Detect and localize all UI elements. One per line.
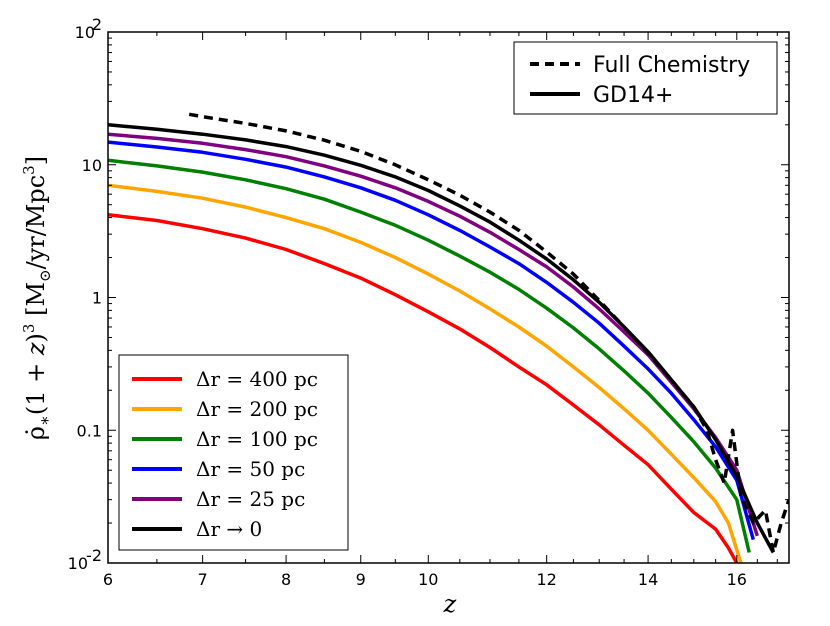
legend-top-frame xyxy=(513,41,778,115)
legend-top-label-full-chemistry: Full Chemistry xyxy=(593,53,750,78)
series-line-r-200-pc xyxy=(108,183,743,563)
y-tick-label-1: 1 xyxy=(92,289,102,308)
series-line-r-100-pc xyxy=(108,158,751,553)
plot-frame xyxy=(107,31,790,564)
series-line-r-400-pc xyxy=(108,213,739,563)
legend-bottom: Δr = 400 pc Δr = 200 pc Δr = 100 pc Δr =… xyxy=(118,354,349,551)
x-tick-label-16: 16 xyxy=(727,570,747,589)
legend-bottom-label-0: Δr → 0 xyxy=(196,517,262,541)
legend-top: Full Chemistry GD14+ xyxy=(513,41,778,115)
legend-bottom-frame xyxy=(118,354,349,551)
legend-bottom-label-400pc: Δr = 400 pc xyxy=(196,367,318,391)
x-tick-label-12: 12 xyxy=(536,570,556,589)
y-tick-label-100: 10 xyxy=(75,23,95,42)
x-tick-label-6: 6 xyxy=(103,570,113,589)
x-axis-title: z xyxy=(443,590,457,618)
x-tick-label-10: 10 xyxy=(418,570,438,589)
y-tick-label-10: 10 xyxy=(82,156,102,175)
legend-top-label-gd14: GD14+ xyxy=(593,83,673,108)
y-tick-label-0-01: 10 xyxy=(68,554,88,573)
legend-bottom-label-200pc: Δr = 200 pc xyxy=(196,397,318,421)
series-line-r-50-pc xyxy=(108,140,755,541)
x-tick-label-7: 7 xyxy=(198,570,208,589)
legend-bottom-label-25pc: Δr = 25 pc xyxy=(196,487,305,511)
y-tick-label-exponent: 2 xyxy=(92,15,102,34)
x-tick-label-9: 9 xyxy=(356,570,366,589)
y-tick-label-0-1: 0.1 xyxy=(77,421,102,440)
series-line-full-chemistry xyxy=(188,112,789,555)
legend-bottom-label-100pc: Δr = 100 pc xyxy=(196,427,318,451)
series-layer xyxy=(108,112,789,563)
y-axis-title: ρ̇∗(1 + z)3 [M⊙/yr/Mpc3] xyxy=(20,156,54,440)
y-tick-label-exponent: -2 xyxy=(86,546,102,565)
legend-bottom-label-50pc: Δr = 50 pc xyxy=(196,457,305,481)
x-tick-label-14: 14 xyxy=(638,570,658,589)
x-tick-label-8: 8 xyxy=(281,570,291,589)
